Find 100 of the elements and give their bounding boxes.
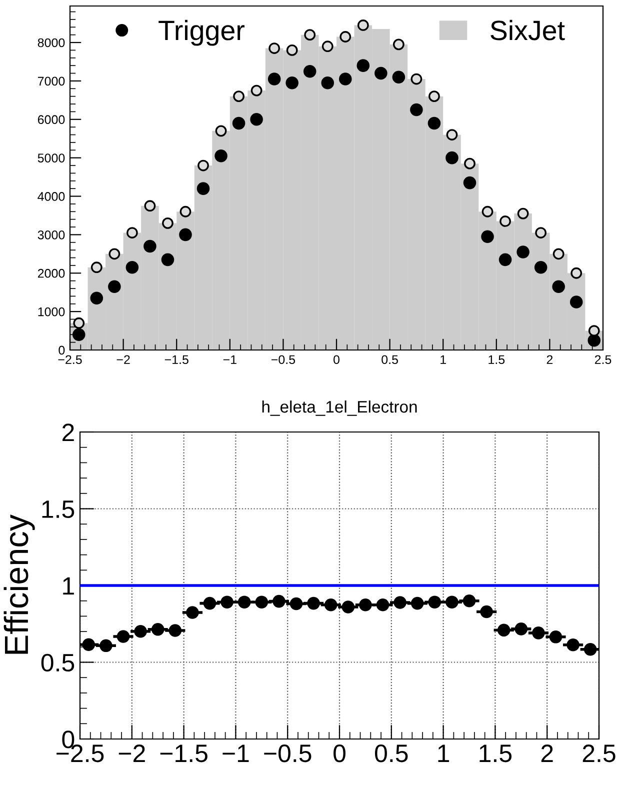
point — [255, 596, 268, 608]
x-tick-label: 0 — [334, 355, 340, 364]
point — [144, 240, 156, 253]
y-tick-label: 0 — [58, 346, 65, 355]
point — [376, 598, 390, 612]
point — [498, 253, 512, 266]
point — [394, 596, 406, 609]
y-tick-label: 4000 — [38, 192, 65, 201]
x-tick-label: −2 — [116, 355, 130, 364]
point — [463, 176, 476, 190]
point — [570, 267, 582, 279]
point — [446, 129, 458, 140]
point — [374, 66, 388, 80]
point — [532, 626, 545, 640]
point — [180, 206, 192, 218]
point — [179, 228, 192, 242]
point — [90, 262, 102, 274]
point — [428, 596, 442, 608]
point — [584, 642, 597, 656]
x-tick-label: 0 — [334, 744, 346, 762]
point — [100, 639, 112, 652]
point — [108, 280, 121, 293]
point — [233, 90, 244, 102]
point — [446, 151, 458, 164]
point — [303, 64, 316, 78]
y-tick-label: 5000 — [38, 154, 65, 162]
x-tick-label: −1 — [222, 744, 249, 762]
y-tick-label: 7000 — [38, 76, 65, 86]
point — [290, 597, 303, 610]
legend-label: SixJet — [490, 20, 565, 40]
y-tick-label: 1.5 — [42, 500, 74, 518]
point — [304, 29, 316, 41]
point — [356, 59, 370, 72]
point — [428, 90, 440, 102]
point — [82, 638, 96, 651]
x-tick-label: −1.5 — [164, 355, 188, 364]
point — [497, 624, 510, 637]
x-tick-label: −0.5 — [264, 744, 312, 762]
point — [481, 230, 494, 244]
x-tick-label: 1.5 — [488, 355, 505, 364]
point — [73, 317, 85, 329]
point — [392, 38, 404, 50]
point — [514, 622, 528, 636]
point — [250, 112, 263, 126]
x-tick-label: −1.5 — [160, 744, 208, 762]
y-tick-label: 1 — [63, 577, 74, 595]
point — [410, 103, 423, 116]
point — [186, 606, 199, 619]
x-tick-label: 2.5 — [582, 744, 616, 762]
point — [570, 296, 583, 308]
point — [340, 31, 352, 42]
y-tick-label: 8000 — [38, 38, 65, 48]
point — [126, 260, 139, 274]
point — [535, 227, 547, 238]
point — [238, 596, 251, 608]
point — [552, 248, 564, 260]
point — [552, 280, 565, 293]
point — [392, 70, 406, 84]
point — [359, 598, 372, 612]
point — [220, 596, 234, 608]
legend-label: Trigger — [158, 20, 244, 46]
point — [268, 42, 280, 54]
point — [338, 72, 352, 86]
x-tick-label: −2 — [118, 744, 145, 762]
point — [151, 623, 164, 636]
x-tick-label: −2.5 — [58, 355, 82, 364]
point — [321, 76, 334, 90]
point — [517, 208, 529, 220]
point — [214, 150, 228, 162]
x-tick-label: −1 — [223, 355, 236, 364]
y-tick-label: 3000 — [38, 230, 65, 240]
point — [116, 630, 130, 643]
y-axis-title: Efficiency — [4, 514, 35, 654]
point — [203, 596, 216, 610]
x-tick-label: 1.5 — [480, 744, 512, 762]
point — [588, 325, 600, 336]
x-tick-label: 0.5 — [382, 355, 398, 364]
point — [272, 594, 286, 608]
point — [480, 605, 493, 618]
x-tick-label: −0.5 — [271, 355, 296, 364]
x-tick-label: 2.5 — [594, 355, 612, 364]
point — [464, 158, 476, 170]
point — [268, 72, 281, 86]
point — [322, 40, 334, 52]
point — [90, 292, 104, 304]
x-tick-label: 2 — [546, 355, 553, 364]
x-tick-label: 1 — [438, 744, 450, 762]
point — [462, 594, 476, 608]
point — [482, 206, 494, 218]
x-tick-label: 0.5 — [375, 744, 408, 762]
point — [161, 253, 174, 266]
point — [198, 160, 209, 172]
point — [108, 248, 120, 260]
point — [534, 260, 548, 274]
point — [500, 216, 511, 227]
y-tick-label: 6000 — [38, 115, 65, 124]
point — [357, 20, 369, 31]
point — [232, 116, 246, 130]
y-tick-label: 1000 — [38, 307, 65, 316]
point — [307, 596, 320, 610]
